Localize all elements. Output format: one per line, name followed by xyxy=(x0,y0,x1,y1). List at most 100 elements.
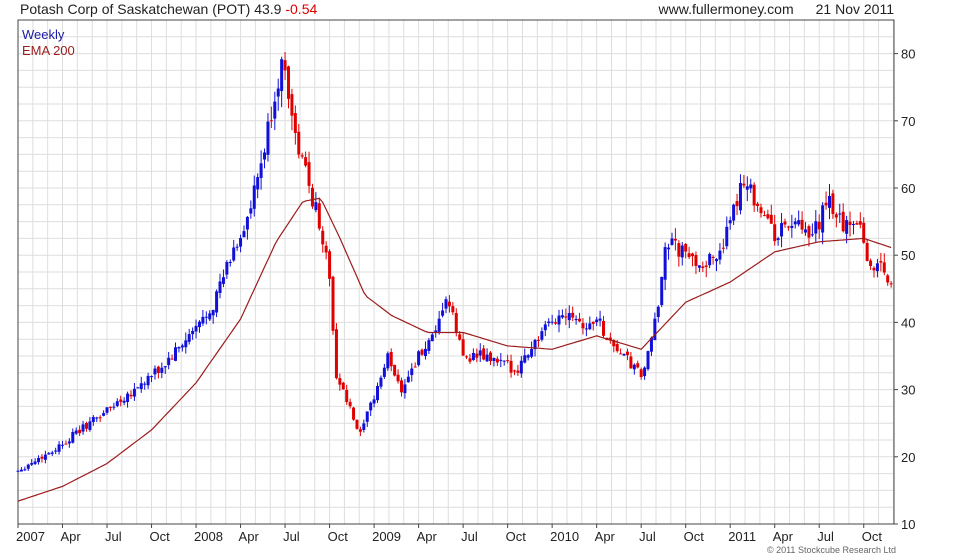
candle-body xyxy=(691,253,695,257)
candle-body xyxy=(393,364,397,376)
candle-body xyxy=(26,464,30,469)
y-tick-label: 10 xyxy=(901,517,915,532)
candle-body xyxy=(341,382,345,390)
candle-body xyxy=(379,377,383,387)
candle-body xyxy=(444,299,448,309)
x-tick-label: Jul xyxy=(817,529,834,544)
candle-body xyxy=(540,331,544,340)
candle-body xyxy=(869,260,873,266)
candle-body xyxy=(290,94,294,116)
plot-frame xyxy=(17,19,895,525)
candle-body xyxy=(886,275,890,283)
candle-body xyxy=(499,359,503,361)
candle-body xyxy=(211,309,215,316)
source-url[interactable]: www.fullermoney.com xyxy=(658,1,794,17)
candle-body xyxy=(554,322,558,324)
candle-body xyxy=(430,334,434,342)
candle-body xyxy=(194,325,198,332)
candle-body xyxy=(369,402,373,411)
candle-body xyxy=(625,351,629,356)
candle-body xyxy=(334,329,338,379)
candle-body xyxy=(348,401,352,407)
candle-body xyxy=(684,243,688,252)
candle-body xyxy=(297,131,301,155)
candle-body xyxy=(574,318,578,321)
candle-body xyxy=(721,247,725,249)
candle-body xyxy=(376,386,380,401)
x-tick-label: Apr xyxy=(239,529,260,544)
candle-body xyxy=(139,383,143,389)
candle-body xyxy=(280,59,284,92)
candle-body xyxy=(619,353,623,355)
candle-body xyxy=(331,276,335,331)
x-tick-label: Jul xyxy=(461,529,478,544)
candle-body xyxy=(180,345,184,348)
candle-body xyxy=(732,204,736,221)
candle-body xyxy=(827,195,831,208)
candle-body xyxy=(735,201,739,207)
candle-body xyxy=(728,220,732,224)
candle-body xyxy=(420,349,424,355)
y-tick-label: 20 xyxy=(901,450,915,465)
candle-body xyxy=(608,337,612,341)
candle-body xyxy=(697,265,701,268)
x-tick-label: Apr xyxy=(595,529,616,544)
candle-body xyxy=(578,318,582,322)
candle-body xyxy=(598,318,602,321)
candle-body xyxy=(495,358,499,363)
candle-body xyxy=(447,301,451,307)
candle-body xyxy=(560,315,564,318)
candle-body xyxy=(187,334,191,342)
candle-body xyxy=(516,370,520,373)
candle-body xyxy=(465,356,469,358)
candle-body xyxy=(95,417,99,419)
candle-body xyxy=(773,224,777,242)
candle-body xyxy=(646,351,650,370)
candle-body xyxy=(872,267,876,271)
candle-body xyxy=(259,163,263,178)
candle-body xyxy=(102,413,106,416)
candle-body xyxy=(667,247,671,250)
candle-body xyxy=(780,223,784,237)
candle-body xyxy=(355,419,359,429)
candle-body xyxy=(550,321,554,323)
candle-body xyxy=(81,424,85,432)
candle-body xyxy=(845,220,849,234)
candle-body xyxy=(423,348,427,357)
candle-body xyxy=(91,417,95,422)
candle-body xyxy=(119,399,123,402)
candle-body xyxy=(235,246,239,248)
candle-body xyxy=(413,366,417,368)
y-tick-label: 60 xyxy=(901,181,915,196)
candle-body xyxy=(571,312,575,318)
candle-body xyxy=(509,360,513,373)
candle-body xyxy=(581,323,585,329)
candle-body xyxy=(19,469,23,472)
candle-body xyxy=(410,368,414,376)
candle-body xyxy=(263,152,267,160)
candle-body xyxy=(304,157,308,166)
candle-body xyxy=(417,351,421,366)
candle-body xyxy=(756,203,760,207)
candle-body xyxy=(177,347,181,349)
x-tick-label: Oct xyxy=(150,529,171,544)
candle-body xyxy=(269,120,273,122)
candle-body xyxy=(105,407,109,413)
candle-body xyxy=(399,380,403,393)
candle-body xyxy=(677,243,681,257)
candle-body xyxy=(824,202,828,206)
candle-body xyxy=(588,323,592,330)
candle-body xyxy=(738,183,742,211)
chart-date: 21 Nov 2011 xyxy=(815,1,894,17)
candle-body xyxy=(536,339,540,341)
candle-body xyxy=(862,222,866,243)
candle-body xyxy=(810,234,814,236)
candle-body xyxy=(451,306,455,313)
candle-body xyxy=(502,360,506,362)
candle-body xyxy=(783,221,787,225)
candle-body xyxy=(358,429,362,432)
candle-body xyxy=(71,432,75,443)
candle-body xyxy=(838,213,842,215)
candle-body xyxy=(793,221,797,225)
